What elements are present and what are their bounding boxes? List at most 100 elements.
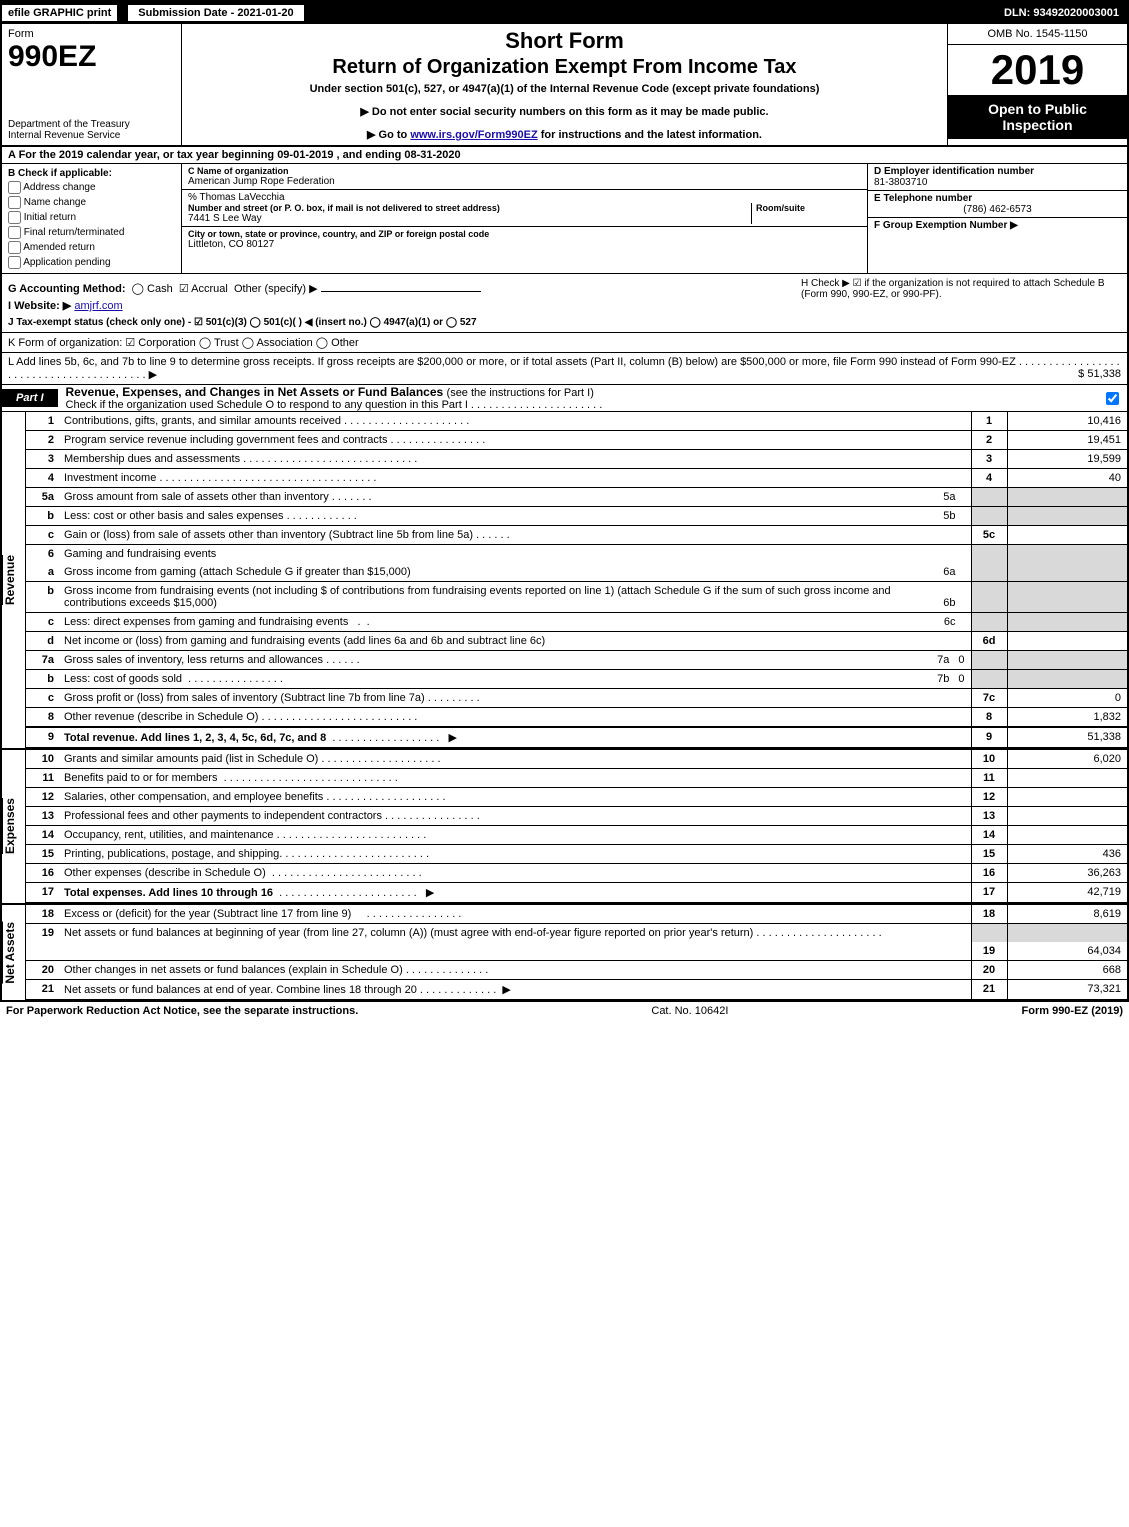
check-name-label: Name change (24, 197, 86, 208)
org-name: American Jump Rope Federation (188, 176, 861, 187)
netassets-side-label: Net Assets (2, 905, 26, 1000)
row-14: 14 Occupancy, rent, utilities, and maint… (26, 826, 1127, 845)
l7c-box: 7c (971, 689, 1007, 708)
check-initial-return[interactable]: Initial return (8, 211, 175, 224)
check-final-return[interactable]: Final return/terminated (8, 226, 175, 239)
check-amended-return[interactable]: Amended return (8, 241, 175, 254)
line-k: K Form of organization: ☑ Corporation ◯ … (2, 333, 1127, 353)
c-label: C Name of organization (188, 166, 861, 176)
row-3: 3 Membership dues and assessments . . . … (26, 450, 1127, 469)
check-address-change[interactable]: Address change (8, 181, 175, 194)
line-i: I Website: ▶ amjrf.com (8, 299, 1121, 312)
expenses-section: Expenses 10 Grants and similar amounts p… (2, 748, 1127, 903)
l5a-midamt (959, 488, 971, 506)
check-initial-label: Initial return (24, 212, 76, 223)
part-1-header: Part I Revenue, Expenses, and Changes in… (2, 385, 1127, 412)
row-7a: 7a Gross sales of inventory, less return… (26, 651, 1127, 670)
city-value: Littleton, CO 80127 (188, 239, 861, 250)
row-5c: c Gain or (loss) from sale of assets oth… (26, 526, 1127, 545)
website-link[interactable]: amjrf.com (74, 300, 122, 312)
l9-box: 9 (971, 727, 1007, 748)
check-application-pending[interactable]: Application pending (8, 256, 175, 269)
submission-date-badge: Submission Date - 2021-01-20 (127, 4, 304, 22)
l17-desc: Total expenses. Add lines 10 through 16 (64, 887, 273, 899)
l9-arrow-icon: ▶ (449, 732, 457, 744)
check-name-change[interactable]: Name change (8, 196, 175, 209)
l5b-mid: 5b (940, 507, 958, 525)
check-address-label: Address change (23, 182, 95, 193)
part-1-paren: (see the instructions for Part I) (447, 387, 594, 399)
l5b-shade (971, 507, 1007, 526)
title-short-form: Short Form (190, 28, 939, 54)
row-19b: 19 64,034 (26, 942, 1127, 961)
row-17: 17 Total expenses. Add lines 10 through … (26, 883, 1127, 903)
row-20: 20 Other changes in net assets or fund b… (26, 961, 1127, 980)
l16-amt: 36,263 (1007, 864, 1127, 883)
l20-box: 20 (971, 961, 1007, 980)
part-1-title-text: Revenue, Expenses, and Changes in Net As… (66, 385, 444, 399)
row-7c: c Gross profit or (loss) from sales of i… (26, 689, 1127, 708)
e-label: E Telephone number (874, 193, 1121, 204)
l5b-desc: Less: cost or other basis and sales expe… (64, 510, 284, 522)
check-final-label: Final return/terminated (24, 227, 125, 238)
l5c-box: 5c (971, 526, 1007, 545)
l2-num: 2 (26, 431, 58, 450)
entity-block: B Check if applicable: Address change Na… (2, 164, 1127, 274)
row-6c: c Less: direct expenses from gaming and … (26, 613, 1127, 632)
l18-box: 18 (971, 905, 1007, 924)
l6-shade-amt (1007, 545, 1127, 564)
l9-desc: Total revenue. Add lines 1, 2, 3, 4, 5c,… (64, 732, 326, 744)
row-2: 2 Program service revenue including gove… (26, 431, 1127, 450)
l-text: L Add lines 5b, 6c, and 7b to line 9 to … (8, 356, 1120, 381)
g-label: G Accounting Method: (8, 283, 126, 295)
l20-amt: 668 (1007, 961, 1127, 980)
l11-num: 11 (26, 769, 58, 788)
schedule-o-checkbox[interactable] (1106, 392, 1119, 405)
l7b-midamt: 0 (952, 670, 970, 688)
part-1-note: Check if the organization used Schedule … (66, 399, 603, 411)
l6c-num: c (26, 613, 58, 632)
goto-post: for instructions and the latest informat… (541, 129, 762, 141)
l3-desc: Membership dues and assessments (64, 453, 240, 465)
l1-desc: Contributions, gifts, grants, and simila… (64, 415, 341, 427)
l16-box: 16 (971, 864, 1007, 883)
form-word: Form (8, 28, 175, 40)
l1-num: 1 (26, 412, 58, 431)
g-other[interactable]: Other (specify) ▶ (234, 283, 318, 295)
page-footer: For Paperwork Reduction Act Notice, see … (0, 1002, 1129, 1020)
l8-box: 8 (971, 708, 1007, 728)
header-left: Form 990EZ Department of the Treasury In… (2, 24, 182, 145)
section-b-checks: B Check if applicable: Address change Na… (2, 164, 182, 273)
header-right: OMB No. 1545-1150 2019 Open to Public In… (947, 24, 1127, 145)
b-label: B Check if applicable: (8, 168, 175, 179)
l21-box: 21 (971, 980, 1007, 1000)
l4-box: 4 (971, 469, 1007, 488)
dept-treasury: Department of the Treasury Internal Reve… (8, 119, 175, 141)
l1-box: 1 (971, 412, 1007, 431)
row-5b: b Less: cost or other basis and sales ex… (26, 507, 1127, 526)
omb-number: OMB No. 1545-1150 (948, 24, 1127, 45)
l11-desc: Benefits paid to or for members (64, 772, 217, 784)
l5a-mid: 5a (940, 488, 958, 506)
g-cash[interactable]: Cash (147, 283, 173, 295)
efile-print-button[interactable]: efile GRAPHIC print (2, 5, 117, 21)
row-6d: d Net income or (loss) from gaming and f… (26, 632, 1127, 651)
row-19a: 19 Net assets or fund balances at beginn… (26, 924, 1127, 943)
l6b-mid: 6b (940, 582, 958, 612)
line-h: H Check ▶ ☑ if the organization is not r… (801, 278, 1121, 300)
l17-num: 17 (26, 883, 58, 903)
irs-link[interactable]: www.irs.gov/Form990EZ (410, 129, 537, 141)
l5c-amt (1007, 526, 1127, 545)
l10-amt: 6,020 (1007, 750, 1127, 769)
netassets-table: 18 Excess or (deficit) for the year (Sub… (26, 905, 1127, 1000)
g-accrual[interactable]: Accrual (191, 283, 228, 295)
l5a-num: 5a (26, 488, 58, 507)
l13-num: 13 (26, 807, 58, 826)
part-1-schedule-o-check[interactable] (1106, 392, 1119, 405)
l6d-box: 6d (971, 632, 1007, 651)
l19-desc: Net assets or fund balances at beginning… (64, 927, 753, 939)
row-1: 1 Contributions, gifts, grants, and simi… (26, 412, 1127, 431)
l6d-desc: Net income or (loss) from gaming and fun… (58, 632, 971, 651)
room-label: Room/suite (756, 203, 861, 213)
l21-desc: Net assets or fund balances at end of ye… (64, 984, 417, 996)
